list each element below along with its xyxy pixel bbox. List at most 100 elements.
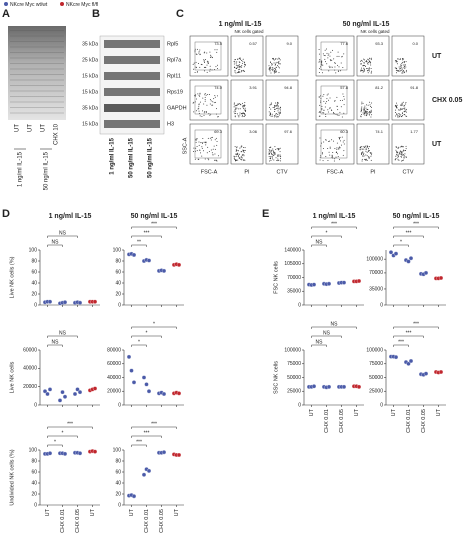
event-dot <box>341 55 343 57</box>
event-dot <box>396 69 398 71</box>
event-dot <box>325 139 327 141</box>
event-dot <box>402 154 404 156</box>
significance-label: *** <box>413 221 419 227</box>
event-dot <box>365 61 367 63</box>
event-dot <box>336 96 338 98</box>
x-tick-label: UT <box>391 408 397 416</box>
significance-label: * <box>326 230 328 236</box>
event-dot <box>201 116 203 118</box>
data-point <box>406 259 411 264</box>
data-point <box>393 251 399 256</box>
event-dot <box>319 66 321 68</box>
event-dot <box>214 49 216 51</box>
event-dot <box>270 61 272 63</box>
event-dot <box>202 110 204 112</box>
gate-value: 9.0 <box>286 41 292 46</box>
event-dot <box>367 111 369 113</box>
event-dot <box>276 113 278 115</box>
lane-label: CHX 10 <box>54 123 60 145</box>
event-dot <box>369 58 371 60</box>
event-dot <box>400 154 402 156</box>
event-dot <box>338 137 340 139</box>
event-dot <box>403 58 405 60</box>
event-dot <box>206 64 208 66</box>
significance-label: NS <box>331 321 339 327</box>
event-dot <box>270 72 272 74</box>
gate-value: 3.91 <box>249 85 258 90</box>
event-dot <box>360 109 362 111</box>
gate <box>194 41 222 71</box>
event-dot <box>193 147 195 149</box>
event-dot <box>243 146 245 148</box>
event-dot <box>196 71 198 73</box>
event-dot <box>363 112 365 114</box>
event-dot <box>236 107 238 109</box>
x-tick-label: CHX 0.05 <box>339 409 345 433</box>
event-dot <box>202 138 204 140</box>
x-tick-label: CHX 0.01 <box>144 509 150 533</box>
kda-label: 25 kDa <box>82 57 98 63</box>
data-point <box>129 368 134 373</box>
event-dot <box>273 62 275 64</box>
data-point <box>45 391 50 397</box>
event-dot <box>365 112 367 114</box>
bracket <box>311 335 342 338</box>
event-dot <box>399 116 401 118</box>
gate <box>320 129 348 159</box>
event-dot <box>360 145 362 147</box>
event-dot <box>275 105 277 107</box>
event-dot <box>238 66 240 68</box>
data-point <box>77 451 83 456</box>
event-dot <box>214 96 216 98</box>
y-tick-label: 0 <box>380 302 383 308</box>
gate <box>320 85 348 115</box>
event-dot <box>369 104 371 106</box>
event-dot <box>239 65 241 67</box>
event-dot <box>202 97 204 99</box>
event-dot <box>213 98 215 100</box>
event-dot <box>332 140 334 142</box>
event-dot <box>238 71 240 73</box>
event-dot <box>204 158 206 160</box>
event-dot <box>198 144 200 146</box>
event-dot <box>360 109 362 111</box>
event-dot <box>244 114 246 116</box>
event-dot <box>401 153 403 155</box>
gel-band <box>10 52 64 53</box>
lane-label: 1 ng/ml IL-15 <box>110 137 116 174</box>
event-dot <box>273 152 275 154</box>
event-dot <box>330 51 332 53</box>
event-dot <box>326 94 328 96</box>
data-point <box>356 384 362 390</box>
data-point <box>42 389 48 394</box>
event-dot <box>199 95 201 97</box>
event-dot <box>275 66 277 68</box>
event-dot <box>405 69 407 71</box>
event-dot <box>209 65 211 67</box>
event-dot <box>216 51 218 53</box>
event-dot <box>201 142 203 144</box>
event-dot <box>402 70 404 72</box>
event-dot <box>200 63 202 65</box>
event-dot <box>213 102 215 104</box>
y-tick-label: 100000 <box>284 347 301 353</box>
event-dot <box>398 151 400 153</box>
y-tick-label: 0 <box>118 502 121 508</box>
event-dot <box>277 101 279 103</box>
event-dot <box>198 141 200 143</box>
event-dot <box>343 104 345 106</box>
event-dot <box>244 107 246 109</box>
event-dot <box>324 106 326 108</box>
event-dot <box>277 156 279 158</box>
gate-value: 91.8 <box>410 85 419 90</box>
event-dot <box>362 146 364 148</box>
event-dot <box>214 69 216 71</box>
event-dot <box>368 157 370 159</box>
event-dot <box>236 65 238 67</box>
legend-dot <box>4 2 8 6</box>
event-dot <box>240 71 242 73</box>
event-dot <box>339 137 341 139</box>
event-dot <box>268 65 270 67</box>
event-dot <box>397 116 399 118</box>
event-dot <box>323 55 325 57</box>
